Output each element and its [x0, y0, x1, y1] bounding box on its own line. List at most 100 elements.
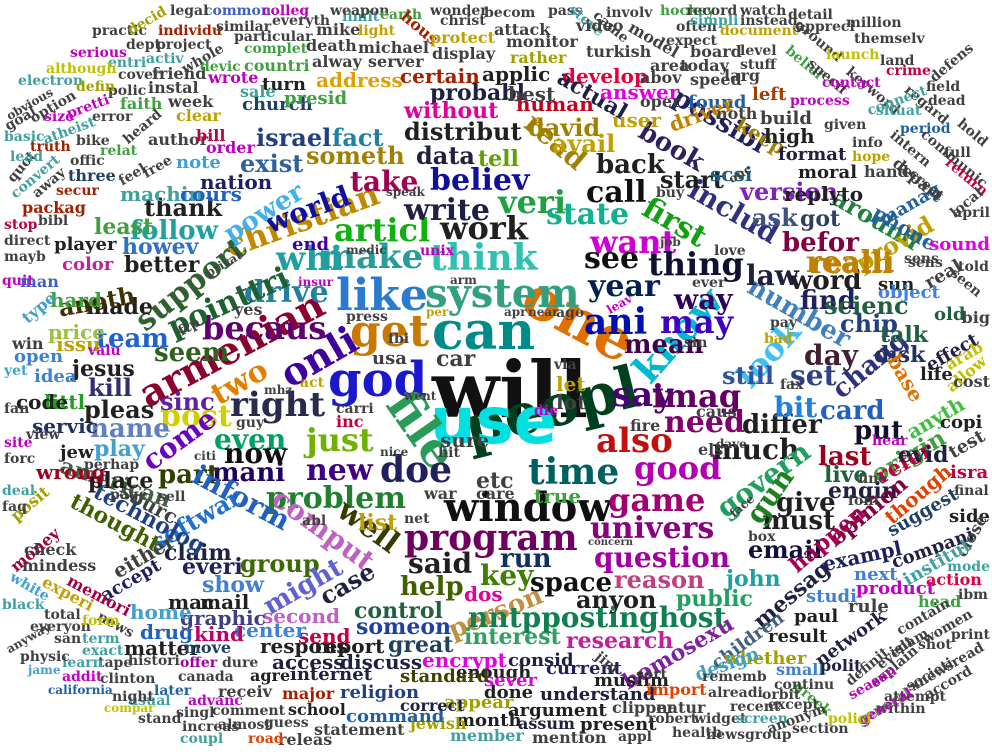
word-next: next [854, 564, 898, 585]
word-open: open [14, 346, 64, 367]
word-copi: copi [940, 412, 983, 433]
word-act: act [300, 375, 325, 391]
word-group: group [240, 549, 320, 578]
word-new: new [306, 453, 373, 488]
word-comment: comment [212, 703, 286, 719]
word-build: build [760, 108, 812, 129]
word-term: term [82, 631, 120, 647]
word-clinton: clinton [100, 671, 156, 687]
word-section: section [792, 721, 849, 737]
word-display: display [432, 44, 496, 63]
word-involv: involv [606, 5, 653, 21]
word-job: job [660, 235, 681, 249]
word-time: time [528, 451, 620, 493]
word-sale: sale [240, 82, 276, 101]
word-probabl: probabl [430, 80, 526, 106]
word-contact: contact [822, 75, 881, 91]
word-inc: inc [336, 412, 364, 431]
word-mac: mac [168, 590, 215, 614]
word-left: left [752, 84, 787, 105]
word-nation: nation [200, 170, 273, 194]
word-alway: alway [312, 52, 362, 71]
word-turkish: turkish [586, 42, 652, 61]
word-thank: thank [144, 193, 223, 222]
word-presid: presid [284, 88, 348, 109]
word-graphic: graphic [180, 606, 266, 630]
word-cost: cost [953, 372, 990, 391]
word-often: often [676, 19, 717, 35]
word-anyon: anyon [576, 585, 657, 614]
word-hear: hear [872, 433, 908, 449]
word-christ: christ [440, 13, 486, 29]
word-issu: issu [56, 332, 101, 356]
word-need: need [664, 405, 745, 440]
word-truth: truth [30, 139, 71, 155]
word-sort: sort [636, 667, 668, 683]
word-found: found [688, 92, 747, 113]
word-san: san [54, 631, 82, 647]
word-sens: sens [908, 255, 943, 271]
word-great: great [388, 632, 454, 658]
word-protect: protect [430, 28, 495, 47]
word-god: god [328, 352, 428, 408]
word-lead: lead [10, 149, 44, 165]
word-devic: devic [200, 59, 241, 75]
word-mean: mean [624, 330, 704, 360]
word-although: although [46, 61, 117, 77]
word-state: state [546, 197, 630, 232]
word-info: info [852, 135, 883, 151]
word-format: format [778, 144, 847, 165]
word-error: error [92, 109, 133, 125]
word-result: result [768, 626, 828, 647]
word-sinc: sinc [160, 387, 215, 416]
word-countri: countri [244, 56, 310, 75]
word-action: action [926, 570, 982, 589]
word-muslim: muslim [594, 670, 669, 691]
word-arm: arm [450, 273, 477, 287]
word-deal: deal [2, 483, 36, 499]
word-mani: mani [212, 458, 286, 488]
word-pass: pass [548, 3, 583, 19]
word-get: get [350, 306, 430, 357]
word-friend: friend [152, 64, 207, 83]
word-price: price [48, 320, 106, 344]
word-argument: argument [508, 700, 607, 721]
word-told: told [958, 259, 989, 275]
word-million: million [846, 15, 902, 31]
word-site: site [4, 435, 33, 451]
word-jesus: jesus [72, 356, 135, 382]
word-print: print [950, 627, 990, 643]
word-legal: legal [170, 3, 209, 19]
word-realli: realli [810, 247, 893, 280]
word-board: board [690, 42, 742, 61]
word-total: total [44, 607, 81, 623]
word-want: want [590, 223, 677, 261]
word-newsgroup: newsgroup [706, 727, 792, 743]
word-object: object [878, 282, 940, 303]
word-current: current [546, 658, 622, 679]
word-hope: hope [852, 149, 891, 165]
word-common: common [204, 3, 272, 19]
word-health: health [672, 725, 723, 741]
word-post: post [160, 399, 232, 434]
word-seem: seem [154, 338, 230, 368]
word-human: human [516, 92, 594, 116]
word-imag: imag [652, 377, 742, 415]
word-like: like [336, 270, 428, 321]
word-assum: assum [518, 714, 575, 733]
word-black: black [2, 597, 45, 613]
word-done: done [484, 682, 534, 703]
word-win: win [12, 334, 44, 353]
word-say: say [612, 375, 673, 415]
word-drug: drug [140, 620, 194, 644]
word-veri: veri [498, 183, 566, 221]
word-lot: lot [556, 390, 587, 414]
word-given: given [824, 117, 867, 133]
word-area: area [650, 56, 690, 75]
word-pay: pay [770, 315, 797, 331]
word-team: team [96, 324, 169, 354]
word-dure: dure [222, 655, 259, 671]
word-basic: basic [4, 129, 45, 145]
word-abl: abl [302, 513, 327, 529]
